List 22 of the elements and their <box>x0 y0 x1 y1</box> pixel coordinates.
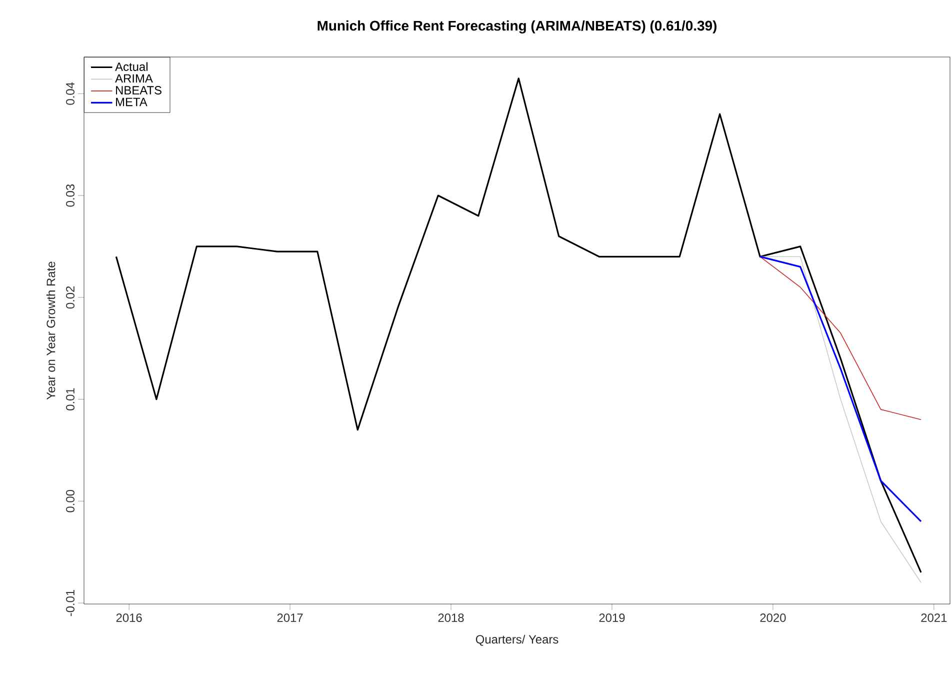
x-tick-label: 2019 <box>599 614 625 622</box>
x-tick-label: 2021 <box>921 614 947 622</box>
chart-title: Munich Office Rent Forecasting (ARIMA/NBEATS) (0.61/0.39) <box>318 20 716 34</box>
legend-label: META <box>116 98 148 106</box>
y-tick-label: 0.01 <box>66 388 74 410</box>
line-series <box>760 256 922 420</box>
legend-label: ARIMA <box>115 74 153 83</box>
y-tick-label: 0.03 <box>66 184 74 207</box>
line-series <box>760 256 922 584</box>
y-axis-title: Year on Year Growth Rate <box>46 262 56 400</box>
legend-label: NBEATS <box>116 86 162 94</box>
y-tick-label: 0.00 <box>66 490 74 512</box>
x-tick-label: 2016 <box>116 614 142 622</box>
x-axis-title: Quarters/ Years <box>476 634 558 646</box>
x-tick-label: 2018 <box>438 614 464 622</box>
y-tick-label: 0.04 <box>66 82 74 105</box>
x-tick-label: 2020 <box>760 614 786 622</box>
y-tick-label: -0.01 <box>66 590 74 616</box>
line-series <box>759 256 922 522</box>
legend-label: Actual <box>115 62 148 71</box>
x-tick-label: 2017 <box>277 614 303 622</box>
y-tick-label: 0.02 <box>66 286 74 309</box>
